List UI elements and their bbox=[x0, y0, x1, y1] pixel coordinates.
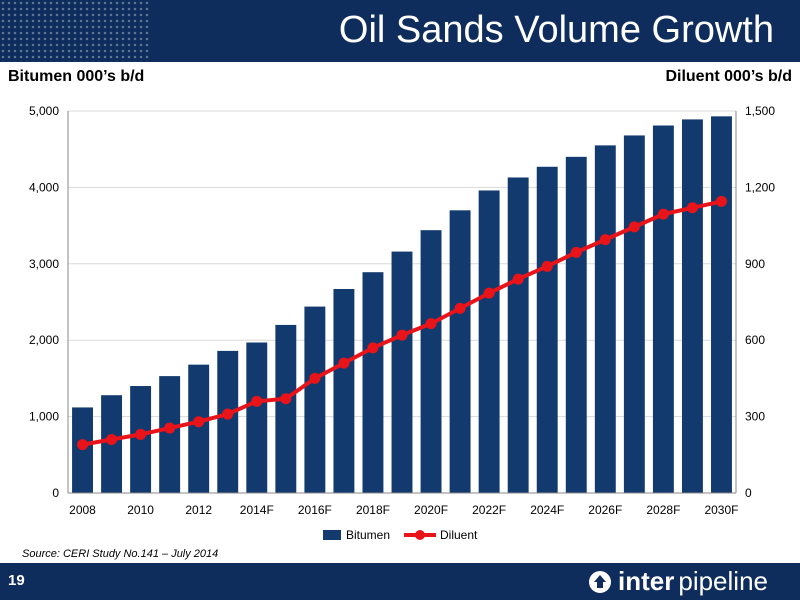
diluent-point bbox=[483, 287, 495, 299]
diluent-point bbox=[193, 416, 205, 428]
bitumen-bar bbox=[304, 306, 326, 493]
bitumen-bar bbox=[362, 272, 384, 493]
x-tick-label: 2026F bbox=[588, 503, 622, 517]
diluent-point bbox=[570, 246, 582, 258]
diluent-point bbox=[77, 439, 89, 451]
bitumen-bar bbox=[565, 156, 587, 493]
legend-swatch-bitumen bbox=[323, 530, 341, 540]
bitumen-bar bbox=[711, 116, 732, 494]
y-tick-label-right: 900 bbox=[745, 257, 765, 271]
footer-bar: 19 inter pipeline bbox=[0, 563, 800, 600]
diluent-point bbox=[222, 408, 234, 420]
diluent-point bbox=[425, 318, 437, 330]
bitumen-bar bbox=[217, 350, 239, 493]
y-tick-label-left: 3,000 bbox=[29, 257, 59, 271]
bitumen-bar bbox=[594, 145, 616, 493]
source-note: Source: CERI Study No.141 – July 2014 bbox=[22, 548, 219, 560]
bitumen-bar bbox=[72, 407, 93, 493]
legend-label-diluent: Diluent bbox=[440, 528, 478, 542]
diluent-point bbox=[454, 302, 466, 314]
x-tick-label: 2012 bbox=[185, 503, 212, 517]
y-tick-label-left: 1,000 bbox=[29, 410, 59, 424]
x-tick-label: 2008 bbox=[69, 503, 96, 517]
y-tick-label-right: 1,200 bbox=[745, 180, 775, 194]
bitumen-bar bbox=[623, 135, 645, 493]
x-tick-label: 2022F bbox=[472, 503, 506, 517]
diluent-point bbox=[599, 234, 611, 246]
diluent-point bbox=[309, 372, 321, 384]
x-tick-label: 2028F bbox=[646, 503, 680, 517]
bitumen-bar bbox=[681, 119, 703, 494]
diluent-point bbox=[628, 221, 640, 233]
diluent-point bbox=[657, 208, 669, 220]
bitumen-bar bbox=[275, 324, 297, 493]
diluent-point bbox=[367, 342, 379, 354]
logo-text-bold: inter bbox=[618, 566, 675, 596]
header-bar: Oil Sands Volume Growth bbox=[0, 0, 800, 62]
x-tick-label: 2018F bbox=[356, 503, 390, 517]
x-tick-label: 2020F bbox=[414, 503, 448, 517]
dot-pattern-decoration bbox=[0, 0, 150, 62]
diluent-point bbox=[251, 395, 263, 407]
bitumen-bar bbox=[652, 125, 674, 494]
bitumen-bar bbox=[159, 376, 181, 493]
bitumen-bar bbox=[449, 210, 471, 493]
x-tick-label: 2016F bbox=[298, 503, 332, 517]
bitumen-bar bbox=[333, 289, 355, 493]
diluent-point bbox=[541, 260, 553, 272]
right-axis-title: Diluent 000’s b/d bbox=[665, 68, 792, 85]
y-tick-label-left: 2,000 bbox=[29, 333, 59, 347]
legend-label-bitumen: Bitumen bbox=[346, 528, 390, 542]
y-tick-label-left: 5,000 bbox=[29, 104, 59, 118]
bitumen-bar bbox=[188, 364, 210, 493]
diluent-point bbox=[512, 273, 524, 285]
diluent-point bbox=[280, 393, 292, 405]
y-tick-label-right: 600 bbox=[745, 333, 765, 347]
y-tick-label-right: 300 bbox=[745, 410, 765, 424]
diluent-point bbox=[686, 202, 698, 214]
bitumen-bar bbox=[536, 166, 558, 493]
diluent-point bbox=[338, 357, 350, 369]
y-tick-label-right: 1,500 bbox=[745, 104, 775, 118]
x-tick-label: 2010 bbox=[127, 503, 154, 517]
diluent-point bbox=[396, 329, 408, 341]
x-tick-label: 2024F bbox=[530, 503, 564, 517]
legend-marker-diluent bbox=[415, 530, 425, 540]
y-tick-label-left: 4,000 bbox=[29, 180, 59, 194]
left-axis-title: Bitumen 000’s b/d bbox=[8, 68, 145, 85]
logo-mark-icon bbox=[589, 570, 612, 593]
bitumen-bar bbox=[391, 251, 413, 493]
x-tick-label: 2030F bbox=[704, 503, 738, 517]
company-logo: inter pipeline bbox=[588, 566, 768, 597]
y-tick-label-left: 0 bbox=[52, 486, 59, 500]
page-number: 19 bbox=[8, 572, 25, 589]
slide-title: Oil Sands Volume Growth bbox=[338, 9, 774, 51]
y-tick-label-right: 0 bbox=[745, 486, 752, 500]
diluent-point bbox=[106, 434, 118, 446]
bitumen-bar bbox=[246, 342, 268, 493]
bitumen-bar bbox=[478, 190, 500, 493]
diluent-point bbox=[164, 422, 176, 434]
logo-text-light: pipeline bbox=[678, 566, 768, 596]
bitumen-bar bbox=[420, 230, 442, 493]
bitumen-bar bbox=[507, 177, 529, 493]
x-tick-label: 2014F bbox=[240, 503, 274, 517]
diluent-point bbox=[135, 428, 147, 440]
diluent-point bbox=[715, 195, 727, 207]
